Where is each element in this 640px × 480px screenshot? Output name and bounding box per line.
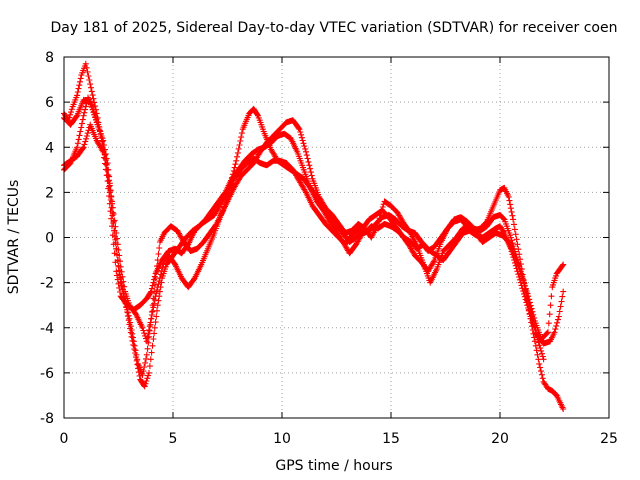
x-tick-label: 0 xyxy=(60,431,69,447)
axis-ticks xyxy=(63,56,610,419)
y-tick-label: 0 xyxy=(45,231,54,247)
y-tick-label: -8 xyxy=(40,411,54,427)
x-axis-label: GPS time / hours xyxy=(275,458,392,474)
data-markers xyxy=(61,60,567,412)
y-tick-label: 6 xyxy=(45,95,54,111)
chart-title: Day 181 of 2025, Sidereal Day-to-day VTE… xyxy=(51,20,618,36)
x-tick-labels: 0 5 10 15 20 25 xyxy=(60,431,618,447)
x-tick-label: 5 xyxy=(169,431,178,447)
x-tick-label: 20 xyxy=(491,431,509,447)
y-tick-label: 4 xyxy=(45,140,54,156)
y-tick-label: 2 xyxy=(45,185,54,201)
y-tick-label: 8 xyxy=(45,50,54,66)
y-tick-label: -6 xyxy=(40,366,54,382)
y-tick-label: -4 xyxy=(40,321,54,337)
series-trace-4 xyxy=(61,96,547,379)
y-tick-labels: -8 -6 -4 -2 0 2 4 6 8 xyxy=(40,50,54,427)
x-tick-label: 10 xyxy=(273,431,291,447)
y-axis-label: SDTVAR / TECUs xyxy=(6,180,22,295)
x-tick-label: 15 xyxy=(382,431,400,447)
plus-markers xyxy=(61,96,547,379)
x-tick-label: 25 xyxy=(600,431,618,447)
y-tick-label: -2 xyxy=(40,276,54,292)
